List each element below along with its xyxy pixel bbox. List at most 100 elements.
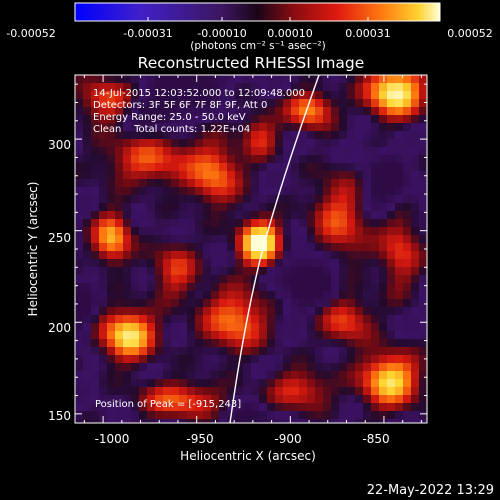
image-pixel [323,355,331,363]
image-pixel [315,363,323,371]
image-pixel [211,403,219,411]
image-pixel [355,307,363,315]
image-pixel [299,347,307,355]
image-pixel [211,283,219,291]
image-pixel [107,315,115,323]
image-pixel [123,387,131,395]
image-pixel [187,139,195,147]
image-pixel [347,83,355,91]
image-pixel [419,179,427,187]
image-pixel [403,243,411,251]
image-pixel [347,243,355,251]
image-pixel [91,243,99,251]
image-pixel [179,379,187,387]
image-pixel [147,339,155,347]
image-pixel [363,211,371,219]
image-pixel [347,267,355,275]
image-pixel [347,395,355,403]
image-pixel [283,371,291,379]
image-pixel [179,123,187,131]
image-pixel [331,267,339,275]
image-pixel [355,211,363,219]
image-pixel [211,187,219,195]
image-pixel [155,291,163,299]
image-pixel [83,139,91,147]
image-pixel [299,275,307,283]
image-pixel [155,363,163,371]
image-pixel [339,187,347,195]
image-pixel [411,227,419,235]
image-pixel [139,171,147,179]
image-pixel [323,251,331,259]
image-pixel [395,211,403,219]
image-pixel [395,275,403,283]
image-pixel [211,291,219,299]
image-pixel [307,99,315,107]
image-pixel [339,195,347,203]
image-pixel [299,243,307,251]
image-pixel [323,139,331,147]
image-pixel [291,315,299,323]
image-pixel [91,99,99,107]
image-pixel [203,179,211,187]
image-pixel [107,307,115,315]
image-pixel [171,187,179,195]
image-pixel [355,147,363,155]
image-pixel [211,371,219,379]
image-pixel [99,275,107,283]
image-pixel [395,235,403,243]
image-pixel [131,131,139,139]
image-pixel [291,411,299,419]
image-pixel [347,251,355,259]
image-pixel [371,363,379,371]
image-pixel [91,307,99,315]
image-pixel [211,347,219,355]
image-pixel [155,219,163,227]
image-pixel [419,123,427,131]
image-pixel [323,291,331,299]
image-pixel [387,339,395,347]
image-pixel [307,395,315,403]
image-pixel [115,363,123,371]
image-pixel [275,331,283,339]
image-pixel [131,99,139,107]
image-pixel [251,155,259,163]
image-pixel [187,203,195,211]
image-pixel [171,323,179,331]
image-pixel [379,251,387,259]
image-pixel [355,315,363,323]
image-pixel [219,163,227,171]
image-pixel [179,323,187,331]
image-pixel [307,315,315,323]
image-pixel [147,75,155,83]
image-pixel [267,147,275,155]
image-pixel [363,203,371,211]
image-pixel [107,75,115,83]
image-pixel [195,91,203,99]
image-pixel [187,379,195,387]
image-pixel [99,131,107,139]
image-pixel [115,411,123,419]
image-pixel [371,243,379,251]
image-pixel [243,347,251,355]
image-pixel [131,155,139,163]
image-pixel [235,195,243,203]
image-pixel [147,131,155,139]
image-pixel [147,355,155,363]
image-pixel [171,307,179,315]
image-pixel [251,363,259,371]
image-pixel [227,211,235,219]
image-pixel [403,403,411,411]
image-pixel [251,331,259,339]
image-pixel [131,195,139,203]
image-pixel [139,211,147,219]
image-pixel [267,171,275,179]
image-pixel [227,379,235,387]
image-pixel [131,203,139,211]
image-pixel [187,299,195,307]
image-pixel [139,163,147,171]
image-pixel [411,419,419,423]
image-pixel [131,411,139,419]
image-pixel [411,219,419,227]
image-pixel [291,267,299,275]
